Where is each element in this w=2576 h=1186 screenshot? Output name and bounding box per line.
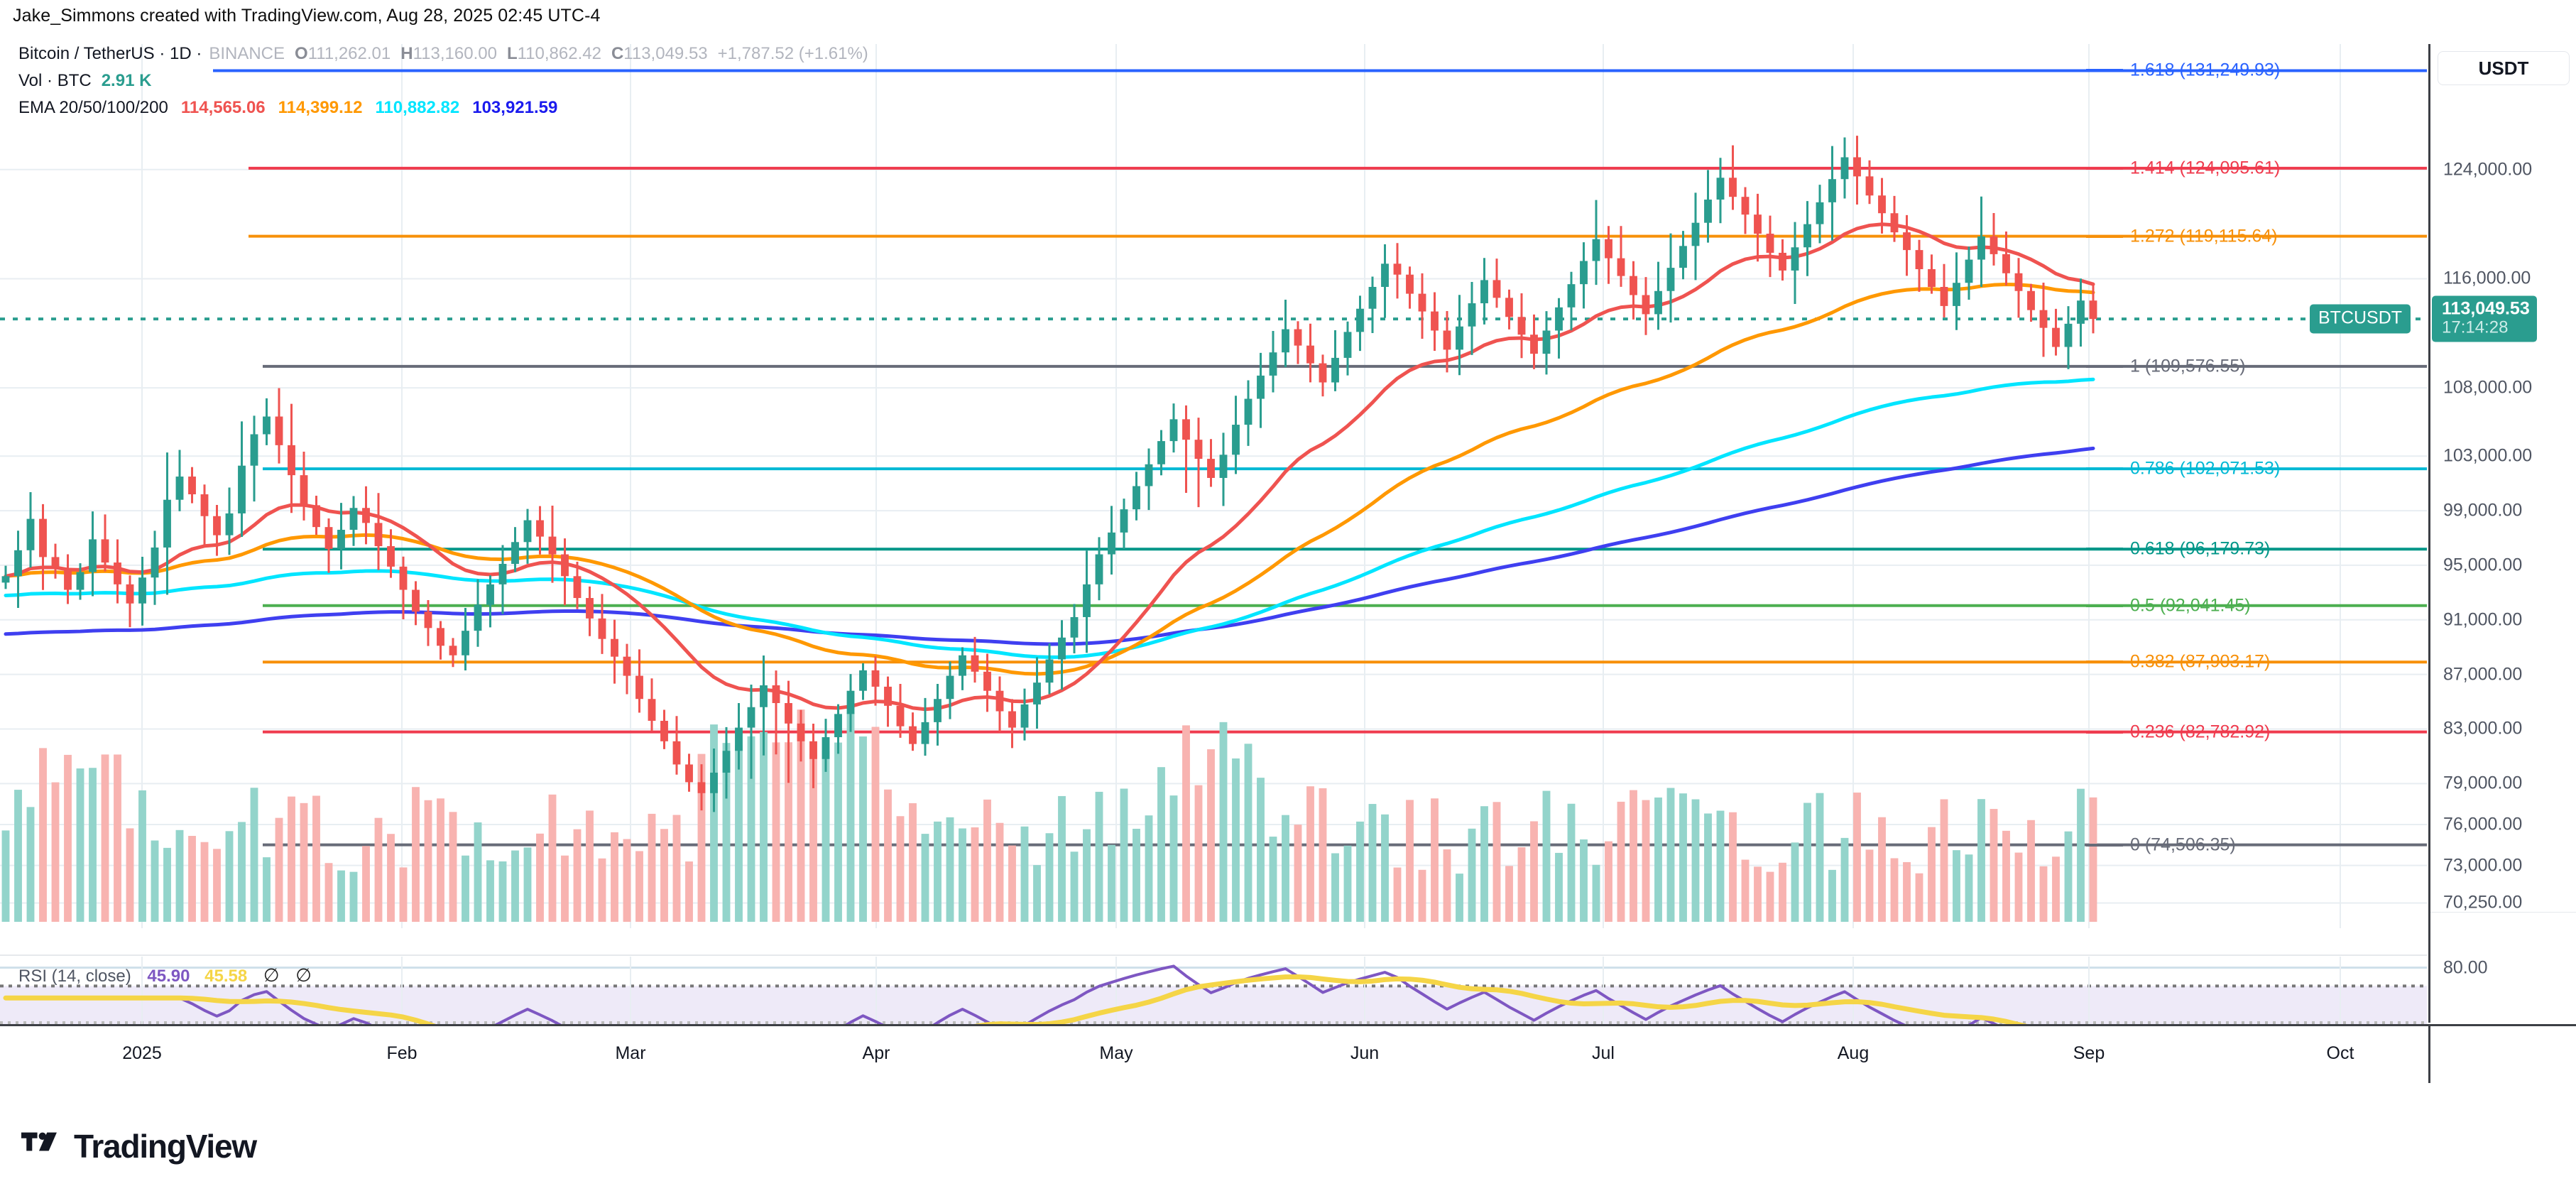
time-axis-label: Feb [386, 1043, 417, 1063]
fib-label-tick [2086, 548, 2123, 551]
pane-separator [0, 954, 2427, 956]
price-axis-rsi-separator [2430, 912, 2576, 913]
fib-level-label: 0.618 (96,179.73) [2130, 538, 2271, 559]
legend-open-label: O [295, 44, 308, 63]
current-price-value: 113,049.53 [2442, 298, 2530, 319]
fib-label-tick [2086, 166, 2123, 170]
legend-ema200-value: 103,921.59 [472, 98, 558, 117]
time-axis-label: Apr [862, 1043, 890, 1063]
legend-symbol-row[interactable]: Bitcoin / TetherUS · 1D · BINANCE O 111,… [18, 44, 868, 68]
tradingview-mark-icon [21, 1132, 57, 1151]
legend-ema-row[interactable]: EMA 20/50/100/200 114,565.06 114,399.12 … [18, 98, 868, 122]
fib-level-label: 0.382 (87,903.17) [2130, 651, 2271, 672]
tradingview-logo[interactable]: TradingView [21, 1126, 257, 1166]
fib-label-tick [2086, 660, 2123, 664]
legend-volume-label: Vol · BTC [18, 71, 92, 90]
price-axis-label: 73,000.00 [2443, 855, 2523, 876]
time-axis-label: Jun [1350, 1043, 1380, 1063]
fib-level-label: 0.786 (102,071.53) [2130, 458, 2281, 479]
price-axis-label: 91,000.00 [2443, 609, 2523, 630]
legend-high-label: H [400, 44, 413, 63]
legend-low-label: L [506, 44, 518, 63]
tradingview-wordmark: TradingView [74, 1128, 257, 1165]
legend-volume-row[interactable]: Vol · BTC 2.91 K [18, 71, 868, 95]
fib-level-label: 1 (109,576.55) [2130, 356, 2246, 376]
attribution-text: Jake_Simmons created with TradingView.co… [13, 6, 601, 26]
legend-close-value: 113,049.53 [623, 44, 708, 63]
price-axis-label: 116,000.00 [2443, 268, 2531, 288]
time-axis-label: Oct [2326, 1043, 2354, 1063]
fib-label-tick [2086, 467, 2123, 471]
current-price-badge[interactable]: 113,049.53 17:14:28 [2432, 295, 2537, 342]
legend-ema50-value: 114,399.12 [278, 98, 363, 117]
time-axis-label: Jul [1592, 1043, 1615, 1063]
time-axis-divider [2428, 1026, 2430, 1083]
fib-label-tick [2086, 730, 2123, 734]
time-axis-label: May [1099, 1043, 1133, 1063]
legend-ema100-value: 110,882.82 [375, 98, 460, 117]
rsi-legend-ma-value: 45.58 [204, 967, 248, 986]
price-axis-label: 99,000.00 [2443, 500, 2523, 521]
legend-exchange: BINANCE [209, 44, 285, 63]
legend-open-value: 111,262.01 [307, 44, 391, 63]
legend-ema-label: EMA 20/50/100/200 [18, 98, 168, 117]
chart-frame[interactable]: Bitcoin / TetherUS · 1D · BINANCE O 111,… [0, 44, 2576, 1116]
price-plot [0, 44, 2427, 928]
fib-level-label: 0.5 (92,041.45) [2130, 595, 2251, 616]
price-axis-label: 124,000.00 [2443, 159, 2533, 180]
legend-volume-value: 2.91 K [101, 71, 152, 90]
fib-level-label: 0 (74,506.35) [2130, 834, 2236, 855]
current-price-countdown: 17:14:28 [2442, 317, 2509, 337]
price-axis-label: 79,000.00 [2443, 773, 2523, 793]
fib-level-label: 0.236 (82,782.92) [2130, 722, 2271, 742]
rsi-axis-label: 80.00 [2443, 957, 2488, 977]
legend-change: +1,787.52 (+1.61%) [717, 44, 868, 63]
rsi-legend-title: RSI (14, close) [18, 967, 131, 986]
chart-legend: Bitcoin / TetherUS · 1D · BINANCE O 111,… [18, 44, 868, 122]
time-axis-label: 2025 [122, 1043, 162, 1063]
time-axis-label: Mar [615, 1043, 646, 1063]
price-axis-label: 108,000.00 [2443, 377, 2533, 398]
rsi-legend-empty-a: ∅ [263, 964, 280, 986]
fib-label-tick [2086, 364, 2123, 368]
price-pane[interactable] [0, 44, 2427, 928]
price-axis-label: 103,000.00 [2443, 445, 2533, 466]
legend-close-label: C [611, 44, 624, 63]
fib-label-tick [2086, 604, 2123, 607]
legend-low-value: 110,862.42 [517, 44, 601, 63]
time-axis-label: Sep [2073, 1043, 2105, 1063]
price-axis-label: 70,250.00 [2443, 892, 2523, 913]
price-axis-label: 76,000.00 [2443, 814, 2523, 834]
legend-ema20-value: 114,565.06 [180, 98, 266, 117]
rsi-legend-empty-b: ∅ [295, 964, 312, 986]
fib-label-tick [2086, 69, 2123, 72]
price-axis-label: 83,000.00 [2443, 718, 2523, 739]
fib-label-tick [2086, 234, 2123, 238]
legend-symbol: Bitcoin / TetherUS · 1D · [18, 44, 202, 63]
price-axis-unit: USDT [2438, 51, 2570, 85]
fib-level-label: 1.414 (124,095.61) [2130, 158, 2281, 178]
symbol-price-badge[interactable]: BTCUSDT [2310, 304, 2411, 334]
time-axis-label: Aug [1837, 1043, 1870, 1063]
rsi-legend[interactable]: RSI (14, close) 45.90 45.58 ∅ ∅ [18, 964, 312, 986]
fib-level-label: 1.618 (131,249.93) [2130, 60, 2281, 80]
legend-high-value: 113,160.00 [413, 44, 497, 63]
price-axis-label: 87,000.00 [2443, 664, 2523, 685]
fib-label-tick [2086, 843, 2123, 847]
fib-level-label: 1.272 (119,115.64) [2130, 226, 2278, 246]
time-axis[interactable]: 2025 Feb Mar Apr May Jun Jul Aug Sep Oct [0, 1024, 2576, 1083]
price-axis-label: 95,000.00 [2443, 555, 2523, 575]
rsi-legend-value: 45.90 [147, 967, 190, 986]
price-axis[interactable]: USDT 124,000.00 116,000.00 108,000.00 103,0… [2428, 44, 2576, 1050]
